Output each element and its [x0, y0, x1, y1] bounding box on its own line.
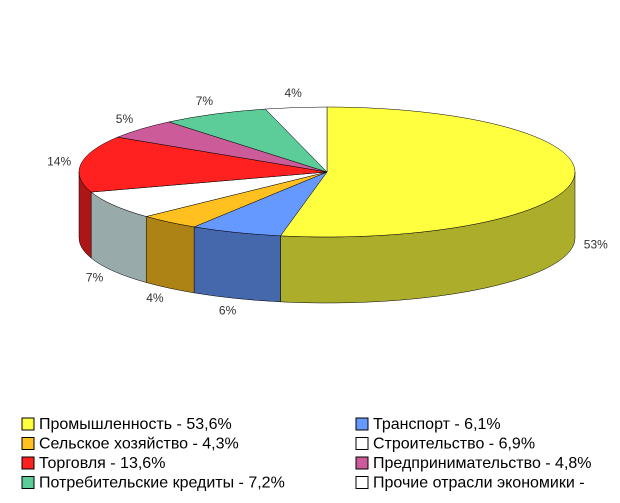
value-label: 53% [584, 238, 608, 252]
value-label: 5% [116, 112, 134, 126]
legend-swatch [21, 417, 35, 431]
slice [167, 108, 328, 173]
legend-label: Сельское хозяйство - 4,3% [39, 436, 239, 453]
legend-swatch [21, 476, 35, 489]
value-label: 6% [219, 304, 237, 318]
slice-side [145, 216, 195, 294]
legend-label: Прочие отрасли экономики - [373, 475, 585, 492]
slice [90, 171, 328, 217]
value-label: 4% [284, 86, 302, 100]
legend-label: Торговля - 13,6% [39, 455, 165, 472]
legend-label: Предпринимательство - 4,8% [373, 455, 592, 472]
value-label: 7% [86, 270, 104, 284]
legend-label: Транспорт - 6,1% [373, 416, 501, 433]
legend-swatch [355, 417, 369, 431]
legend-label: Строительство - 6,9% [373, 436, 535, 453]
legend-swatch [355, 456, 369, 470]
legend-label: Промышленность - 53,6% [39, 416, 232, 433]
legend-label: Потребительские кредиты - 7,2% [39, 475, 285, 492]
value-label: 14% [47, 154, 71, 168]
legend-swatch [355, 476, 369, 489]
slice [264, 106, 328, 173]
value-label: 4% [146, 291, 164, 305]
legend-swatch [21, 456, 35, 470]
legend-swatch [355, 437, 369, 450]
legend-swatch [21, 437, 35, 450]
slice [280, 106, 576, 238]
slice [78, 136, 328, 193]
slice-side [193, 226, 281, 303]
value-label: 7% [196, 94, 214, 108]
